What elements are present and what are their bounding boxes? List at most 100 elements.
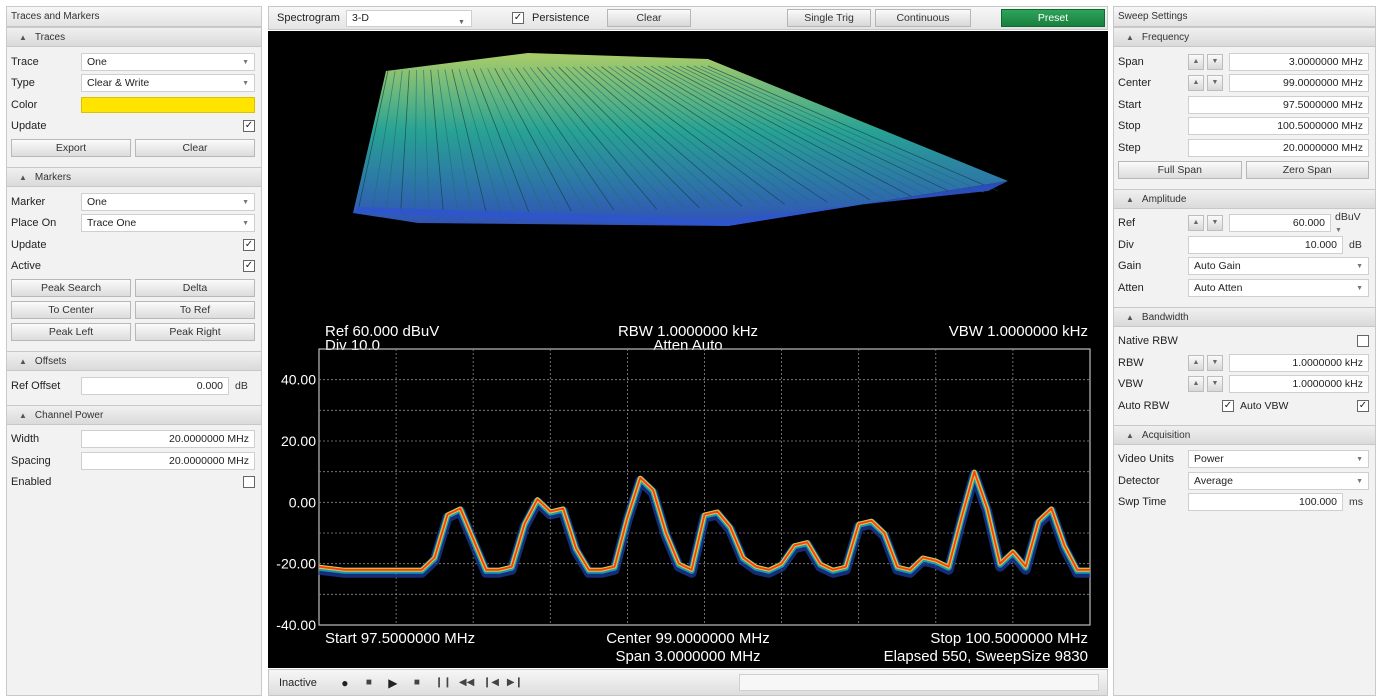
decrement-icon[interactable]: ▼	[1207, 75, 1223, 92]
place-on-select[interactable]: Trace One ▼	[81, 214, 255, 233]
channel-power-section-header[interactable]: ▲ Channel Power	[7, 404, 261, 425]
rbw-value: 1.0000000 kHz	[1292, 356, 1363, 369]
start-row: Start 97.5000000 MHz	[1114, 94, 1375, 116]
full-span-button[interactable]: Full Span	[1118, 160, 1242, 179]
auto-rbw-label: Auto RBW	[1118, 399, 1170, 412]
dropdown-caret-icon: ▼	[1335, 227, 1342, 235]
waterfall-ridge	[357, 70, 389, 212]
view-mode-select[interactable]: 3-D ▼	[345, 9, 472, 27]
acquisition-section-header[interactable]: ▲ Acquisition	[1114, 424, 1375, 445]
decrement-icon[interactable]: ▼	[1207, 354, 1223, 371]
trace-select[interactable]: One ▼	[81, 52, 255, 71]
div-readout: Div 10.0	[325, 337, 380, 354]
ref-input[interactable]: 60.000	[1229, 214, 1331, 233]
gain-select[interactable]: Auto Gain ▼	[1188, 257, 1369, 276]
decrement-icon[interactable]: ▼	[1207, 376, 1223, 393]
detector-select[interactable]: Average ▼	[1188, 471, 1369, 490]
to-center-button[interactable]: To Center	[11, 301, 131, 319]
step-input[interactable]: 20.0000000 MHz	[1188, 138, 1369, 157]
trace-color-swatch[interactable]	[81, 96, 255, 113]
stop-value: 100.5000000 MHz	[1277, 120, 1363, 133]
waterfall-ridge	[579, 66, 743, 207]
native-rbw-checkbox[interactable]	[1357, 335, 1369, 348]
width-label: Width	[11, 433, 40, 446]
detector-label: Detector	[1118, 474, 1160, 487]
markers-section: Marker One ▼ Place On Trace One ▼ Update ✓…	[7, 187, 261, 351]
record-icon[interactable]: ●	[341, 675, 349, 690]
marker-update-checkbox[interactable]: ✓	[243, 238, 255, 251]
span-input[interactable]: 3.0000000 MHz	[1229, 52, 1369, 71]
persistence-checkbox[interactable]: ✓	[511, 12, 524, 24]
video-units-select[interactable]: Power ▼	[1188, 450, 1369, 469]
bandwidth-section-header[interactable]: ▲ Bandwidth	[1114, 306, 1375, 327]
zero-span-button[interactable]: Zero Span	[1245, 160, 1369, 179]
active-checkbox[interactable]: ✓	[243, 260, 255, 273]
center-input[interactable]: 99.0000000 MHz	[1229, 74, 1369, 93]
decrement-icon[interactable]: ▼	[1207, 53, 1223, 70]
to-ref-button[interactable]: To Ref	[135, 301, 255, 319]
increment-icon[interactable]: ▲	[1188, 53, 1204, 70]
clear-trace-button[interactable]: Clear	[135, 139, 255, 157]
spacing-label: Spacing	[11, 454, 51, 467]
vbw-input[interactable]: 1.0000000 kHz	[1229, 375, 1369, 394]
enabled-checkbox[interactable]	[243, 476, 255, 489]
pause-icon[interactable]: ❙❙	[434, 677, 452, 688]
increment-icon[interactable]: ▲	[1188, 215, 1204, 232]
marker-select[interactable]: One ▼	[81, 192, 255, 211]
peak-left-button[interactable]: Peak Left	[11, 323, 131, 341]
section-title: Channel Power	[34, 409, 104, 421]
traces-section-header[interactable]: ▲ Traces	[7, 27, 261, 47]
skip-back-icon[interactable]: ❙◀	[482, 677, 499, 688]
div-input[interactable]: 10.000	[1188, 235, 1343, 254]
collapse-triangle-icon: ▲	[19, 410, 27, 420]
elapsed-readout: Elapsed 550, SweepSize 9830	[884, 648, 1088, 665]
ref-offset-input[interactable]: 0.000	[81, 376, 229, 395]
section-title: Amplitude	[1141, 193, 1187, 205]
markers-section-header[interactable]: ▲ Markers	[7, 167, 261, 187]
stop-playback-icon[interactable]: ■	[413, 677, 420, 688]
frequency-section-header[interactable]: ▲ Frequency	[1114, 27, 1375, 47]
start-input[interactable]: 97.5000000 MHz	[1188, 95, 1369, 114]
clear-display-button[interactable]: Clear	[607, 9, 691, 27]
dropdown-caret-icon: ▼	[458, 18, 465, 26]
preset-button[interactable]: Preset	[1001, 9, 1105, 27]
peak-right-button[interactable]: Peak Right	[135, 323, 255, 341]
panel-title: Sweep Settings	[1114, 7, 1375, 27]
rbw-input[interactable]: 1.0000000 kHz	[1229, 353, 1369, 372]
waterfall-ridge	[608, 66, 800, 204]
waterfall-ridge	[593, 66, 771, 206]
atten-select[interactable]: Auto Atten ▼	[1188, 278, 1369, 297]
stop-icon[interactable]: ■	[365, 677, 372, 688]
collapse-triangle-icon: ▲	[1126, 430, 1134, 440]
update-label: Update	[11, 120, 47, 133]
export-button[interactable]: Export	[11, 139, 131, 157]
update-checkbox[interactable]: ✓	[243, 120, 255, 133]
peak-search-button[interactable]: Peak Search	[11, 279, 131, 297]
offsets-section-header[interactable]: ▲ Offsets	[7, 351, 261, 371]
single-trig-button[interactable]: Single Trig	[787, 9, 871, 27]
type-select[interactable]: Clear & Write ▼	[81, 74, 255, 93]
amplitude-section-header[interactable]: ▲ Amplitude	[1114, 188, 1375, 209]
ref-value: 60.000	[1292, 217, 1325, 230]
continuous-button[interactable]: Continuous	[875, 9, 971, 27]
auto-vbw-checkbox[interactable]: ✓	[1357, 399, 1369, 412]
auto-rbw-checkbox[interactable]: ✓	[1222, 399, 1234, 412]
collapse-triangle-icon: ▲	[19, 357, 27, 366]
auto-vbw-label: Auto VBW	[1240, 399, 1289, 412]
increment-icon[interactable]: ▲	[1188, 75, 1204, 92]
swp-time-input[interactable]: 100.000	[1188, 493, 1343, 512]
decrement-icon[interactable]: ▼	[1207, 215, 1223, 232]
increment-icon[interactable]: ▲	[1188, 376, 1204, 393]
delta-button[interactable]: Delta	[135, 279, 255, 297]
div-label: Div	[1118, 238, 1134, 251]
playback-scrollbar[interactable]	[739, 674, 1099, 691]
ref-unit-select[interactable]: dBuV ▼	[1335, 211, 1369, 235]
play-icon[interactable]: ▶	[388, 675, 398, 690]
increment-icon[interactable]: ▲	[1188, 354, 1204, 371]
spacing-input[interactable]: 20.0000000 MHz	[81, 451, 255, 470]
width-input[interactable]: 20.0000000 MHz	[81, 430, 255, 449]
skip-forward-icon[interactable]: ▶❙	[506, 677, 523, 688]
stop-input[interactable]: 100.5000000 MHz	[1188, 117, 1369, 136]
rewind-icon[interactable]: ◀◀	[458, 677, 475, 688]
span-stepper: ▲ ▼	[1188, 53, 1223, 70]
